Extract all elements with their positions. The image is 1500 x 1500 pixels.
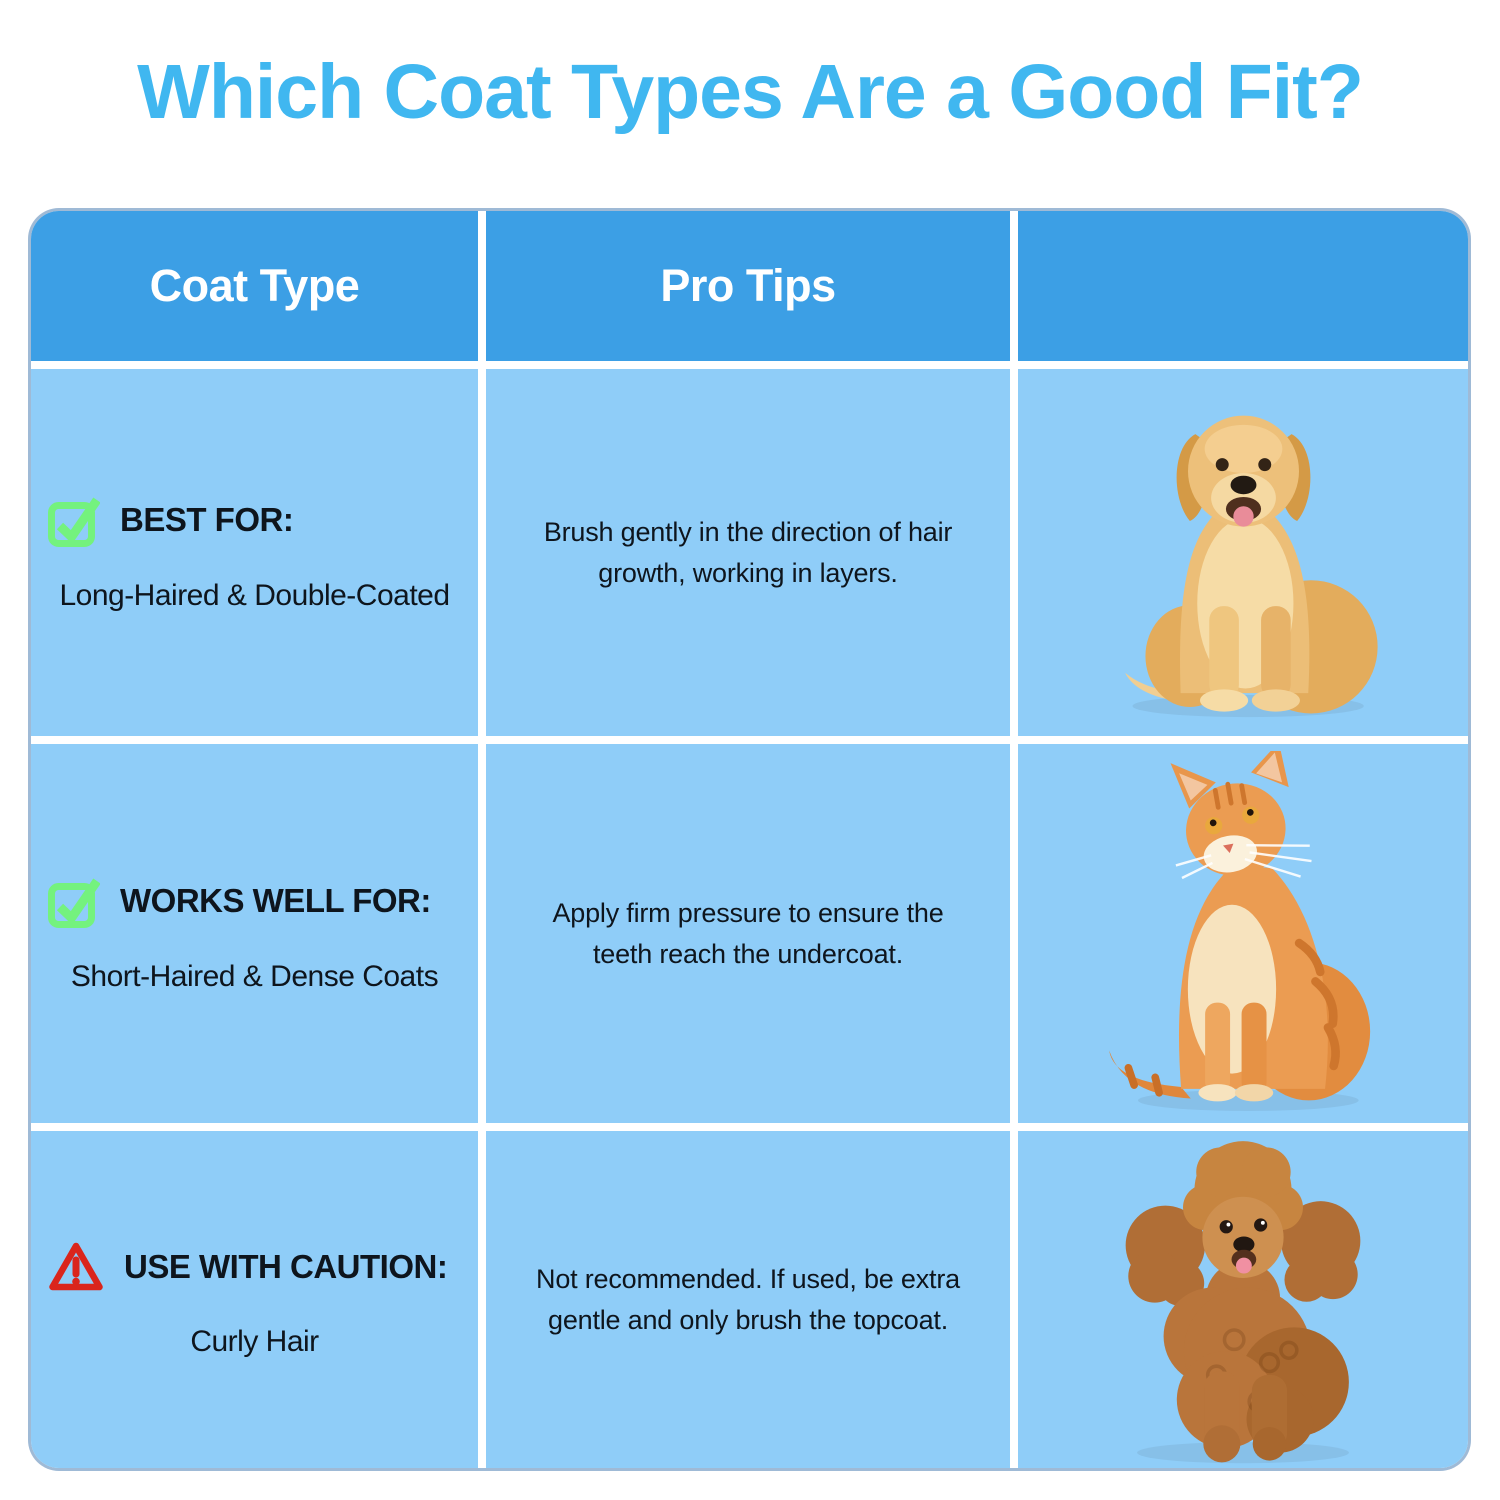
pet-image-cell <box>1018 369 1468 736</box>
pro-tip-text: Brush gently in the direction of hair gr… <box>543 517 953 588</box>
coat-type-label: BEST FOR: <box>120 500 294 538</box>
coat-type-sublabel: Long-Haired & Double-Coated <box>59 578 450 612</box>
coat-type-label: USE WITH CAUTION: <box>124 1247 448 1285</box>
label-row: USE WITH CAUTION: <box>31 1241 478 1293</box>
header-label-coat-type: Coat Type <box>149 260 360 311</box>
coat-compatibility-table: Coat Type Pro Tips BEST FOR: Long-Haired… <box>31 211 1468 1468</box>
golden-retriever-image <box>1124 415 1378 718</box>
pro-tip-cell: Not recommended. If used, be extra gentl… <box>486 1131 1010 1468</box>
orange-tabby-cat-image <box>1108 751 1370 1111</box>
header-cell-pro-tips: Pro Tips <box>486 211 1010 361</box>
pro-tip-cell: Brush gently in the direction of hair gr… <box>486 369 1010 736</box>
pro-tip-cell: Apply firm pressure to ensure the teeth … <box>486 744 1010 1123</box>
coat-type-cell-use-with-caution: USE WITH CAUTION: Curly Hair <box>31 1131 478 1468</box>
header-cell-coat-type: Coat Type <box>31 211 478 361</box>
pet-image-cell <box>1018 744 1468 1123</box>
coat-type-sublabel: Curly Hair <box>190 1324 319 1358</box>
header-cell-images <box>1018 211 1468 361</box>
header-label-pro-tips: Pro Tips <box>660 260 836 311</box>
coat-type-cell-works-well-for: WORKS WELL FOR: Short-Haired & Dense Coa… <box>31 744 478 1123</box>
label-row: WORKS WELL FOR: <box>31 874 478 928</box>
page-title: Which Coat Types Are a Good Fit? <box>137 49 1364 135</box>
coat-type-label: WORKS WELL FOR: <box>120 881 431 919</box>
warning-icon <box>49 1242 103 1290</box>
coat-type-cell-best-for: BEST FOR: Long-Haired & Double-Coated <box>31 369 478 736</box>
pet-image-cell <box>1018 1131 1468 1468</box>
check-icon <box>48 877 100 928</box>
pro-tip-text: Apply firm pressure to ensure the teeth … <box>552 898 944 969</box>
toy-poodle-image <box>1125 1140 1361 1463</box>
check-icon <box>48 496 100 547</box>
pro-tip-text: Not recommended. If used, be extra gentl… <box>536 1264 960 1335</box>
label-row: BEST FOR: <box>31 493 478 547</box>
coat-type-sublabel: Short-Haired & Dense Coats <box>70 959 439 993</box>
